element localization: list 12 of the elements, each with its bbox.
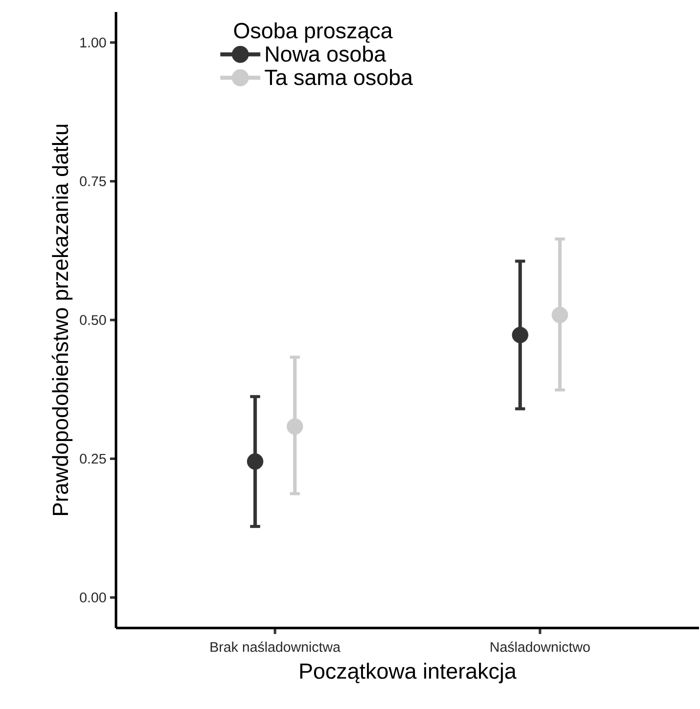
legend-title: Osoba prosząca	[234, 22, 393, 43]
y-axis-title: Prawdopodobieństwo przekazania datku	[52, 124, 72, 515]
y-tick-label: 0.75	[80, 176, 106, 186]
y-tick-label: 0.50	[80, 315, 106, 325]
x-axis-title: Początkowa interakcja	[300, 662, 516, 684]
x-tick-label: Brak naśladownictwa	[210, 642, 340, 652]
legend-label: Ta sama osoba	[264, 69, 413, 86]
y-tick-label: 1.00	[80, 38, 106, 48]
y-tick-label: 0.25	[80, 454, 106, 464]
x-tick-label: Naśladownictwo	[490, 642, 590, 652]
legend-label: Nowa osoba	[266, 46, 386, 62]
y-tick-label: 0.00	[80, 592, 106, 602]
